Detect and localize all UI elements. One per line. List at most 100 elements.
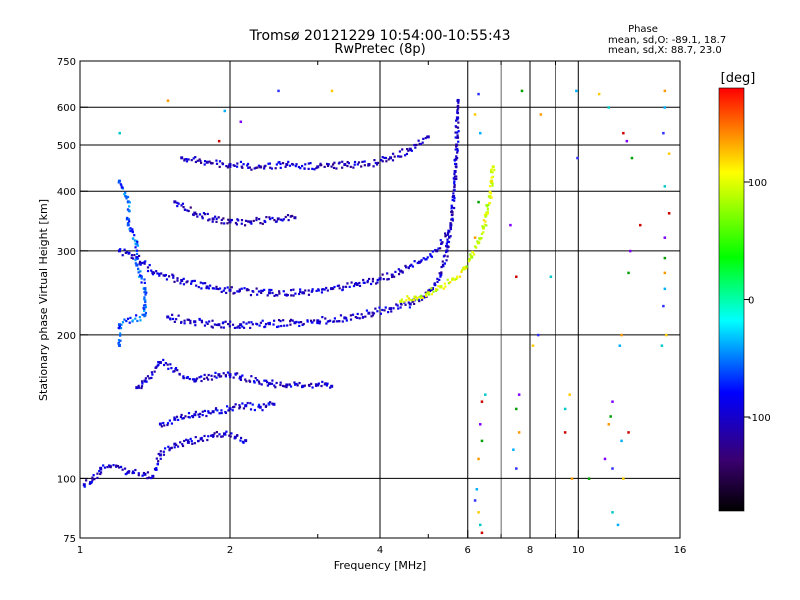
data-point (341, 166, 344, 169)
data-point (324, 317, 327, 320)
data-point (229, 375, 232, 379)
data-point (289, 318, 293, 321)
data-point (130, 254, 133, 257)
data-point (241, 374, 244, 377)
data-point (126, 195, 130, 199)
data-point (452, 194, 456, 198)
data-point (251, 323, 254, 326)
data-point (456, 156, 459, 160)
data-point (200, 287, 203, 290)
data-point (385, 160, 388, 163)
data-point (151, 271, 155, 275)
data-point (242, 326, 246, 329)
data-point (325, 286, 328, 290)
data-point (134, 317, 137, 320)
data-point (278, 292, 281, 295)
data-point (453, 159, 456, 162)
data-point (406, 295, 409, 298)
data-point (493, 168, 496, 172)
data-point (471, 251, 475, 254)
data-point (424, 291, 427, 294)
data-point (260, 291, 263, 295)
data-point (117, 338, 121, 342)
data-point (173, 200, 177, 204)
data-point (98, 470, 101, 473)
data-point (254, 166, 258, 169)
scatter-point (603, 457, 607, 461)
scatter-point (620, 439, 623, 443)
data-point (320, 291, 324, 294)
data-point (208, 320, 211, 323)
data-point (157, 361, 160, 364)
data-point (440, 265, 443, 269)
data-point (139, 319, 142, 322)
scatter-point (630, 156, 634, 160)
data-point (325, 322, 328, 325)
data-point (143, 379, 147, 383)
x-tick-label: 6 (465, 545, 471, 556)
scatter-point (517, 393, 521, 396)
data-point (135, 249, 139, 252)
data-point (473, 253, 476, 256)
data-point (143, 296, 146, 299)
data-point (135, 314, 138, 317)
phase-info-o: mean, sd,O: -89.1, 18.7 (608, 35, 726, 46)
data-point (132, 237, 135, 240)
data-point (269, 217, 272, 221)
data-point (352, 284, 356, 288)
data-point (428, 288, 431, 291)
data-point (303, 384, 306, 387)
data-point (451, 211, 454, 214)
data-point (115, 464, 118, 467)
data-point (381, 273, 384, 276)
data-point (368, 163, 371, 166)
data-point (491, 184, 494, 187)
data-point (128, 321, 131, 324)
x-tick-label: 1 (77, 545, 83, 556)
data-point (211, 434, 215, 438)
data-point (391, 159, 395, 162)
data-point (251, 290, 254, 293)
data-point (246, 220, 250, 223)
data-point (286, 293, 289, 297)
data-point (267, 291, 271, 295)
data-point (117, 249, 121, 253)
data-point (350, 281, 353, 284)
data-point (220, 409, 223, 412)
data-point (409, 264, 412, 267)
data-point (314, 383, 318, 386)
data-point (240, 222, 243, 225)
data-point (140, 386, 143, 390)
data-point (227, 322, 230, 326)
data-point (205, 414, 208, 418)
data-point (417, 298, 420, 301)
scatter-point (473, 499, 477, 502)
data-point (417, 139, 420, 142)
data-point (141, 474, 144, 477)
scatter-point (660, 344, 664, 347)
data-point (142, 304, 146, 307)
data-point (129, 229, 132, 233)
data-point (211, 217, 215, 221)
data-point (182, 377, 185, 380)
data-point (430, 293, 434, 296)
data-point (226, 222, 229, 225)
data-point (298, 324, 301, 328)
data-point (220, 218, 223, 222)
data-point (456, 151, 459, 154)
data-point (293, 216, 297, 220)
data-point (366, 281, 369, 284)
data-point (246, 162, 250, 166)
data-point (188, 416, 191, 419)
data-point (193, 413, 197, 417)
data-point (103, 466, 107, 469)
data-point (126, 200, 130, 204)
data-point (390, 310, 393, 313)
data-point (171, 317, 175, 321)
data-point (457, 140, 460, 143)
scatter-point (223, 109, 227, 113)
data-point (190, 440, 193, 443)
scatter-point (625, 139, 629, 143)
data-point (126, 223, 130, 227)
data-point (209, 412, 212, 415)
